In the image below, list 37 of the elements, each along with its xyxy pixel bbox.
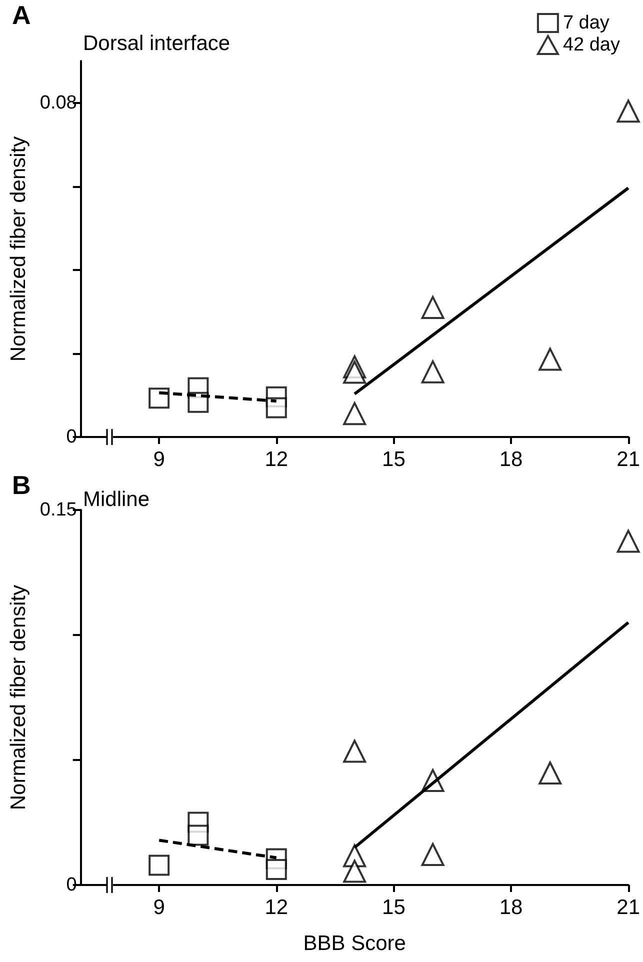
point xyxy=(343,402,366,426)
point xyxy=(148,388,170,409)
point xyxy=(343,860,366,883)
y-axis-title: Normalized fiber density xyxy=(7,136,30,362)
chart-title: Midline xyxy=(83,488,150,511)
point xyxy=(266,397,287,418)
point xyxy=(421,360,444,384)
point xyxy=(343,740,366,763)
point xyxy=(188,824,209,846)
x-tick-label: 21 xyxy=(616,896,640,919)
x-axis-title: BBB Score xyxy=(303,932,406,955)
x-tick-label: 18 xyxy=(499,448,523,471)
x-tick-label: 12 xyxy=(264,896,288,919)
point xyxy=(421,843,444,866)
point xyxy=(343,360,366,384)
point xyxy=(538,762,562,784)
point xyxy=(421,296,444,319)
text: B xyxy=(12,470,31,500)
chart-title: Dorsal interface xyxy=(83,32,230,55)
x-tick-label: 12 xyxy=(264,448,288,471)
legend-label: 7 day xyxy=(562,12,610,34)
x-tick-label: 21 xyxy=(616,448,640,471)
point xyxy=(616,530,640,553)
x-tick-label: 9 xyxy=(153,448,165,471)
point xyxy=(266,859,287,880)
point xyxy=(616,100,640,123)
x-tick-label: 9 xyxy=(153,896,165,919)
x-tick-label: 15 xyxy=(382,896,406,919)
legend-label: 42 day xyxy=(562,34,620,56)
text: A xyxy=(12,0,31,30)
point xyxy=(148,854,170,876)
x-tick-label: 15 xyxy=(382,448,406,471)
y-axis-title: Normalized fiber density xyxy=(7,584,30,810)
y-tick-label: 0.08 xyxy=(40,92,77,114)
x-tick-label: 18 xyxy=(499,896,523,919)
point xyxy=(538,348,562,371)
y-tick-label: 0.15 xyxy=(40,500,77,520)
